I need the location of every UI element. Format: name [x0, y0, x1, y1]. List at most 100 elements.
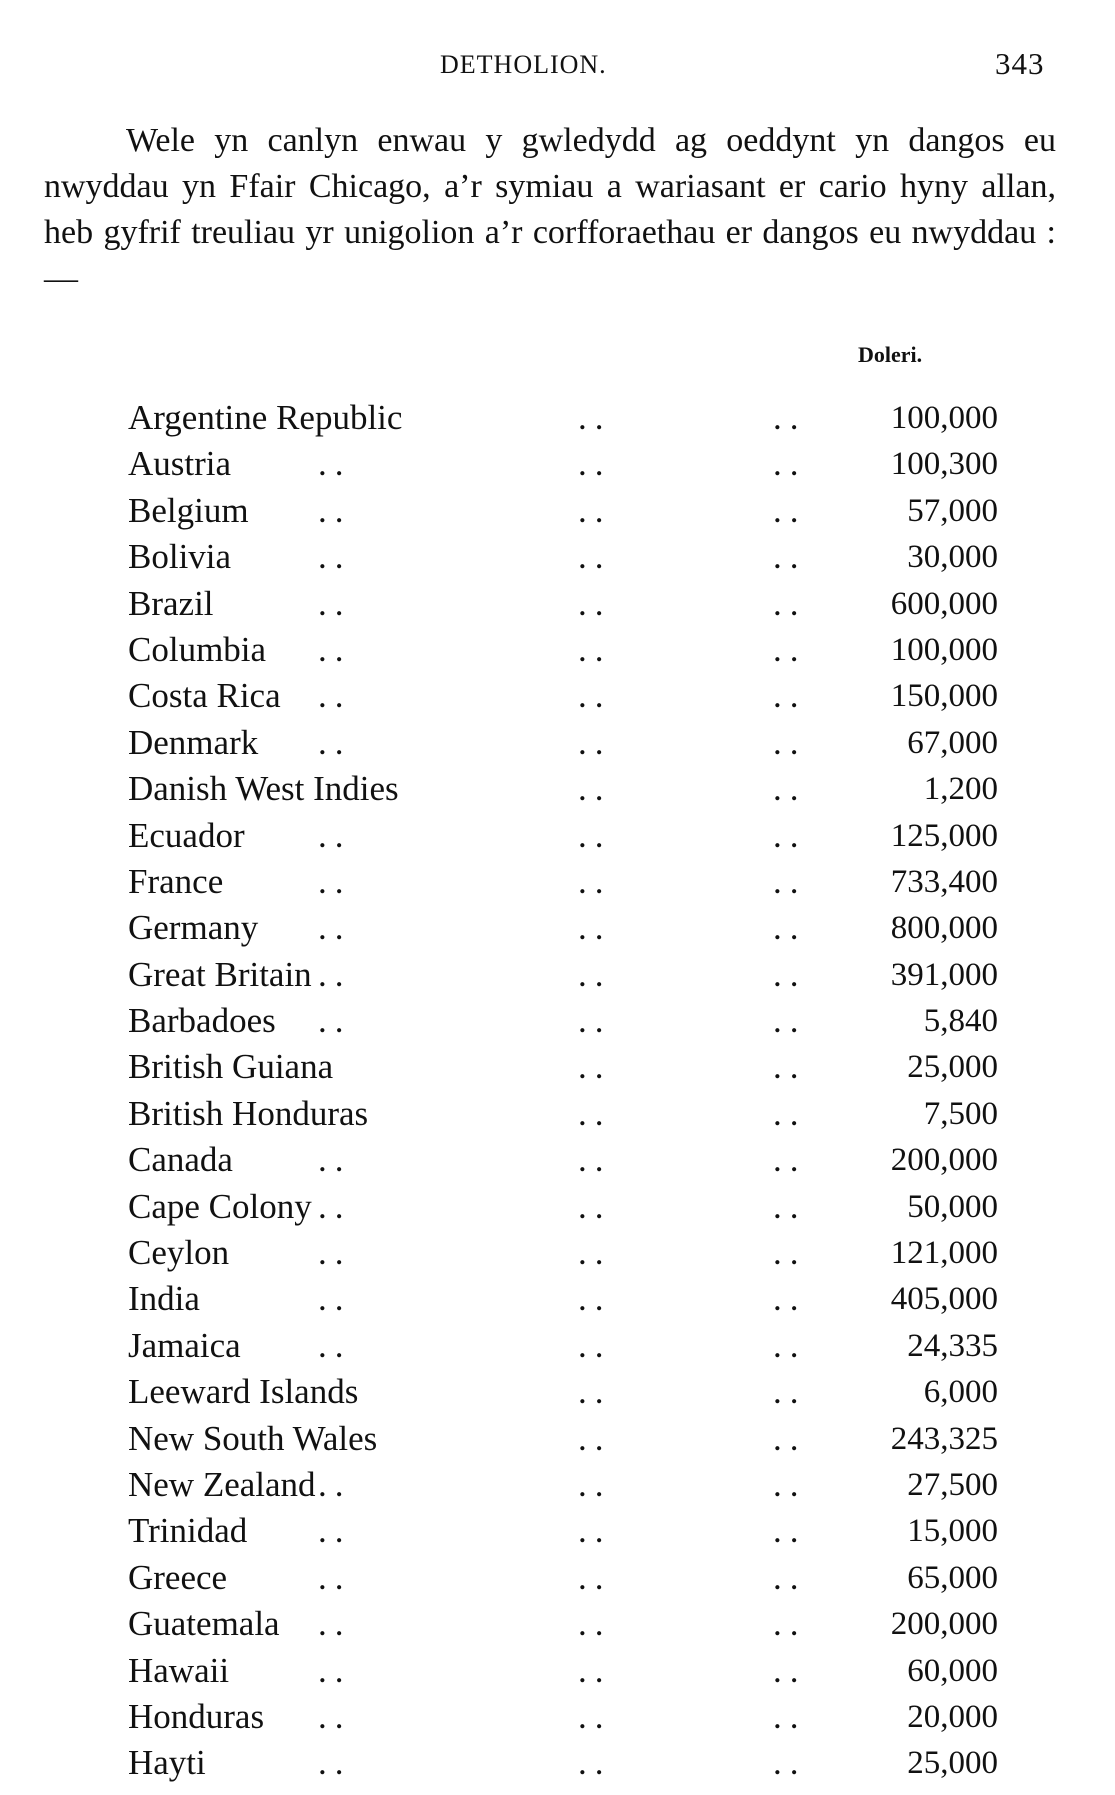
amount: 405,000 — [890, 1281, 998, 1318]
country-name: Belgium — [128, 490, 249, 530]
dot-leader: .. — [578, 537, 612, 577]
country-name: Hayti — [128, 1743, 206, 1783]
dot-leader: .. — [578, 769, 612, 809]
dot-leader: .. — [578, 1743, 612, 1783]
dot-leader: .. — [578, 1047, 612, 1087]
amount: 125,000 — [890, 817, 998, 854]
amount: 15,000 — [907, 1513, 998, 1550]
country-name: Canada — [128, 1140, 233, 1180]
dot-leader: .. — [578, 1093, 612, 1133]
table-row: Trinidad...... 15,000 — [128, 1508, 998, 1554]
dot-leader: .. — [773, 1047, 807, 1087]
amount: 800,000 — [890, 910, 998, 947]
table-row: Barbadoes...... 5,840 — [128, 998, 998, 1044]
table-row: New South Wales.... 243,325 — [128, 1416, 998, 1462]
country-name: Greece — [128, 1557, 228, 1597]
dot-leader: .. — [318, 583, 352, 623]
country-name: Germany — [128, 908, 259, 948]
dot-leader: .. — [578, 583, 612, 623]
table-row: Ecuador...... 125,000 — [128, 813, 998, 859]
country-name: Argentine Republic — [128, 398, 403, 437]
dot-leader: .. — [318, 1186, 352, 1226]
country-name: Austria — [128, 444, 232, 484]
amount: 25,000 — [907, 1745, 998, 1782]
dot-leader: .. — [578, 490, 612, 530]
table-row: Great Britain...... 391,000 — [128, 952, 998, 998]
amount: 24,335 — [907, 1327, 998, 1364]
dot-leader: .. — [773, 629, 807, 669]
amount: 57,000 — [907, 492, 998, 529]
amount: 65,000 — [907, 1559, 998, 1596]
country-name: Denmark — [128, 722, 259, 762]
table-row: Brazil...... 600,000 — [128, 581, 998, 627]
dot-leader: .. — [578, 444, 612, 484]
dot-leader: .. — [318, 722, 352, 762]
country-name: Hawaii — [128, 1650, 230, 1690]
table-row: Leeward Islands.... 6,000 — [128, 1369, 998, 1415]
country-name: Barbadoes — [128, 1001, 276, 1041]
dot-leader: .. — [318, 1743, 352, 1783]
dot-leader: .. — [318, 1604, 352, 1644]
dot-leader: .. — [578, 908, 612, 948]
dot-leader: .. — [773, 1279, 807, 1319]
dot-leader: .. — [578, 1279, 612, 1319]
dot-leader: .. — [578, 1604, 612, 1644]
dot-leader: .. — [773, 1186, 807, 1226]
dot-leader: .. — [578, 1418, 612, 1458]
dot-leader: .. — [578, 676, 612, 716]
amount: 6,000 — [923, 1374, 998, 1411]
dot-leader: .. — [578, 861, 612, 901]
dot-leader: .. — [318, 1233, 352, 1273]
table-row: Danish West Indies.... 1,200 — [128, 766, 998, 812]
dot-leader: .. — [773, 1696, 807, 1736]
dot-leader: .. — [318, 1696, 352, 1736]
table-row: Canada...... 200,000 — [128, 1137, 998, 1183]
dot-leader: .. — [773, 444, 807, 484]
amount: 20,000 — [907, 1698, 998, 1735]
table-row: Guatemala...... 200,000 — [128, 1601, 998, 1647]
amount: 60,000 — [907, 1652, 998, 1689]
dot-leader: .. — [578, 1650, 612, 1690]
country-name: Bolivia — [128, 537, 232, 577]
dot-leader: .. — [318, 954, 352, 994]
table-row: Denmark...... 67,000 — [128, 720, 998, 766]
amount: 733,400 — [890, 863, 998, 900]
dot-leader: .. — [578, 1557, 612, 1597]
amount: 5,840 — [923, 1003, 998, 1040]
table-row: Cape Colony...... 50,000 — [128, 1184, 998, 1230]
dot-leader: .. — [578, 1696, 612, 1736]
dot-leader: .. — [318, 908, 352, 948]
dot-leader: .. — [578, 1372, 612, 1412]
dot-leader: .. — [773, 1233, 807, 1273]
country-name: Ecuador — [128, 815, 245, 855]
dot-leader: .. — [773, 490, 807, 530]
amount: 391,000 — [890, 956, 998, 993]
dot-leader: .. — [318, 629, 352, 669]
country-name: Danish West Indies — [128, 769, 399, 809]
intro-paragraph: Wele yn canlyn enwau y gwledydd ag oeddy… — [44, 118, 1056, 302]
country-name: Costa Rica — [128, 676, 281, 716]
country-name: Honduras — [128, 1696, 265, 1736]
amount: 7,500 — [923, 1095, 998, 1132]
dot-leader: .. — [578, 629, 612, 669]
dot-leader: .. — [773, 769, 807, 809]
dot-leader: .. — [773, 1557, 807, 1597]
dot-leader: .. — [773, 722, 807, 762]
amount: 100,000 — [890, 400, 998, 436]
dot-leader: .. — [318, 815, 352, 855]
country-name: British Honduras — [128, 1093, 369, 1133]
amount: 200,000 — [890, 1606, 998, 1643]
dot-leader: .. — [773, 1372, 807, 1412]
amount: 243,325 — [890, 1420, 998, 1457]
table-row: Jamaica...... 24,335 — [128, 1323, 998, 1369]
table-row: Costa Rica...... 150,000 — [128, 673, 998, 719]
dot-leader: .. — [578, 1001, 612, 1041]
dot-leader: .. — [318, 1140, 352, 1180]
country-name: New Zealand — [128, 1464, 316, 1504]
country-name: British Guiana — [128, 1047, 334, 1087]
dot-leader: .. — [773, 583, 807, 623]
country-name: Great Britain — [128, 954, 312, 994]
amount: 27,500 — [907, 1466, 998, 1503]
country-name: Trinidad — [128, 1511, 248, 1551]
table-row: Austria...... 100,300 — [128, 441, 998, 487]
